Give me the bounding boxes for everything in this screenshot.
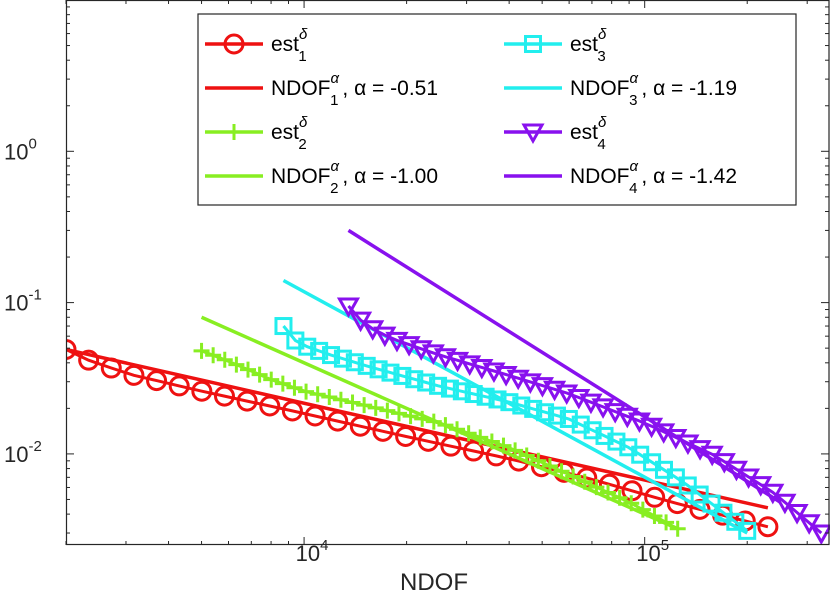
data-point-est_3-4: [322, 346, 341, 365]
legend-marker: [524, 35, 542, 53]
data-point-est_3-16: [464, 385, 483, 404]
legend-label: NDOFα 4, α = -1.42: [570, 158, 737, 197]
legend-entry-5: estδ 2: [205, 114, 308, 153]
fit-line-8: [347, 228, 782, 504]
data-point-est_3-11: [405, 370, 424, 389]
data-point-est_1-0: [66, 338, 77, 360]
y-tick-label-0: 100: [4, 135, 37, 164]
data-point-est_2-9: [298, 383, 315, 400]
legend-marker: [223, 33, 245, 55]
data-point-est_4-37: [785, 504, 809, 525]
data-point-est_1-31: [757, 516, 779, 538]
series-line-est_3: [282, 325, 749, 533]
legend-box: [197, 13, 797, 206]
y-tick-label-1: 10-1: [4, 287, 42, 316]
data-point-est_3-19: [500, 393, 519, 412]
legend-entry-7: NDOFα 2, α = -1.00: [205, 158, 438, 197]
data-point-est_2-3: [228, 356, 245, 373]
data-point-est_3-35: [690, 485, 709, 504]
data-point-est_3-12: [417, 373, 436, 392]
data-point-est_2-2: [216, 351, 233, 368]
legend-marker: [521, 123, 545, 145]
data-point-est_2-14: [356, 397, 373, 414]
legend-entry-8: NDOFα 4, α = -1.42: [504, 158, 737, 197]
data-point-est_3-34: [678, 476, 697, 495]
legend-label: NDOFα 1, α = -0.51: [271, 70, 438, 109]
data-point-est_3-14: [440, 379, 459, 398]
x-tick-label-1: 105: [636, 537, 669, 566]
data-point-est_3-28: [607, 432, 626, 451]
series-line-est_1: [66, 348, 769, 529]
data-point-est_2-7: [274, 375, 291, 392]
fit-line-4: [200, 315, 679, 531]
data-point-est_2-15: [367, 399, 384, 416]
data-point-est_3-6: [345, 353, 364, 372]
data-point-est_4-36: [773, 493, 797, 515]
legend-marker: [226, 124, 242, 140]
data-point-est_3-7: [357, 356, 376, 375]
data-point-est_1-7: [213, 385, 235, 407]
data-point-est_1-28: [689, 498, 711, 520]
data-point-est_2-16: [379, 402, 396, 419]
legend-entry-4: NDOFα 3, α = -1.19: [504, 70, 737, 109]
data-point-est_3-15: [452, 382, 471, 401]
data-point-est_1-5: [168, 375, 190, 397]
data-point-est_3-13: [429, 376, 448, 395]
legend: estδ 1 estδ 3 NDOFα 1, α = -0.51 NDOFα 3, α = -…: [197, 13, 797, 206]
legend-entry-2: estδ 3: [504, 26, 607, 65]
data-point-est_3-22: [536, 403, 555, 422]
data-point-est_2-12: [332, 391, 349, 408]
fit-line-6: [282, 278, 749, 535]
series-layer: [66, 228, 830, 545]
legend-label: estδ 2: [271, 114, 308, 153]
legend-entry-3: NDOFα 1, α = -0.51: [205, 70, 438, 109]
data-point-est_3-5: [333, 349, 352, 368]
data-point-est_2-8: [286, 379, 303, 396]
legend-label: NDOFα 2, α = -1.00: [271, 158, 438, 197]
data-point-est_2-5: [251, 366, 268, 383]
data-point-est_3-26: [583, 421, 602, 440]
data-point-est_4-39: [809, 524, 830, 545]
data-point-est_2-0: [193, 342, 210, 359]
legend-label: estδ 1: [271, 26, 308, 65]
data-point-est_3-2: [298, 337, 317, 356]
legend-label: estδ 3: [570, 26, 607, 65]
axes-layer: 104 105 100 10-1 10-2: [4, 0, 830, 566]
y-tick-label-2: 10-2: [4, 438, 42, 467]
data-point-est_4-38: [797, 514, 821, 535]
legend-label: NDOFα 3, α = -1.19: [570, 70, 737, 109]
data-point-est_2-4: [239, 361, 256, 378]
data-point-est_3-8: [369, 360, 388, 379]
data-point-est_4-0: [336, 297, 361, 319]
data-point-est_2-11: [321, 389, 338, 406]
data-point-est_3-0: [274, 317, 293, 336]
data-point-est_1-1: [78, 349, 100, 371]
data-point-est_2-17: [390, 405, 407, 422]
series-group: [66, 228, 830, 545]
x-tick-label-0: 104: [296, 537, 329, 566]
data-point-est_3-24: [559, 409, 578, 428]
data-point-est_1-26: [644, 486, 666, 508]
data-point-est_3-23: [547, 406, 566, 425]
legend-label: estδ 4: [570, 114, 607, 153]
data-point-est_3-10: [393, 366, 412, 385]
data-point-est_3-27: [595, 426, 614, 445]
x-axis-label: NDOF: [400, 569, 468, 596]
data-point-est_3-9: [381, 363, 400, 382]
data-point-est_1-6: [191, 380, 213, 402]
data-point-est_3-3: [310, 341, 329, 360]
data-point-est_2-41: [669, 520, 686, 537]
data-point-est_3-36: [702, 494, 721, 513]
data-point-est_2-6: [263, 371, 280, 388]
data-point-est_2-1: [205, 347, 222, 364]
legend-entry-1: estδ 1: [205, 26, 308, 65]
axes-box: [65, 0, 830, 546]
data-point-est_2-10: [309, 386, 326, 403]
legend-entry-6: estδ 4: [504, 114, 607, 153]
data-point-est_2-13: [344, 394, 361, 411]
data-point-est_3-25: [571, 415, 590, 434]
